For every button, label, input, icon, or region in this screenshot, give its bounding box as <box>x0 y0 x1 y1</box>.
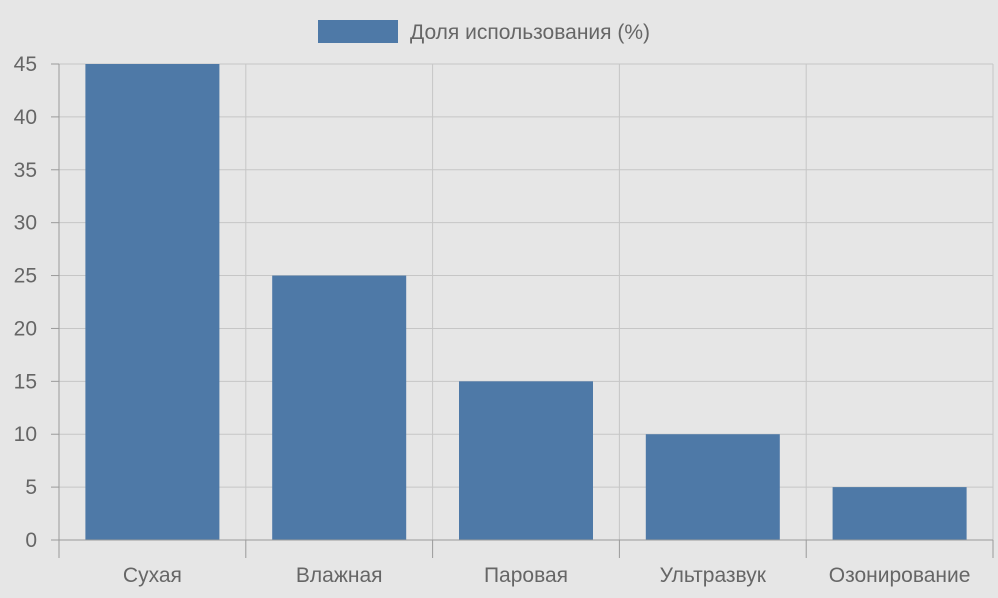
y-tick-label: 35 <box>14 159 37 182</box>
y-tick-label: 40 <box>14 106 37 129</box>
axes <box>51 64 994 558</box>
x-tick-label: Ультразвук <box>660 564 767 587</box>
legend-swatch <box>318 20 398 43</box>
bar <box>645 434 780 540</box>
x-tick-label: Паровая <box>484 564 568 587</box>
y-tick-label: 10 <box>14 423 37 446</box>
y-tick-label: 45 <box>14 53 37 76</box>
y-tick-label: 5 <box>25 476 37 499</box>
y-tick-label: 20 <box>14 317 37 340</box>
legend-label: Доля использования (%) <box>410 21 650 44</box>
y-tick-label: 15 <box>14 370 37 393</box>
bars <box>85 64 967 540</box>
x-axis-labels: Сухая Влажная Паровая Ультразвук Озонировани… <box>123 564 971 587</box>
y-tick-label: 30 <box>14 212 37 235</box>
y-axis-ticks: 0 5 10 15 20 25 30 35 40 45 <box>14 53 59 552</box>
bar <box>832 487 967 540</box>
bar <box>272 275 407 540</box>
bar <box>85 64 220 540</box>
x-tick-label: Озонирование <box>829 564 971 587</box>
bar <box>459 381 593 540</box>
y-tick-label: 0 <box>25 529 37 552</box>
y-tick-label: 25 <box>14 265 37 288</box>
x-tick-label: Влажная <box>296 564 383 587</box>
legend: Доля использования (%) <box>318 20 650 44</box>
x-tick-label: Сухая <box>123 564 182 587</box>
